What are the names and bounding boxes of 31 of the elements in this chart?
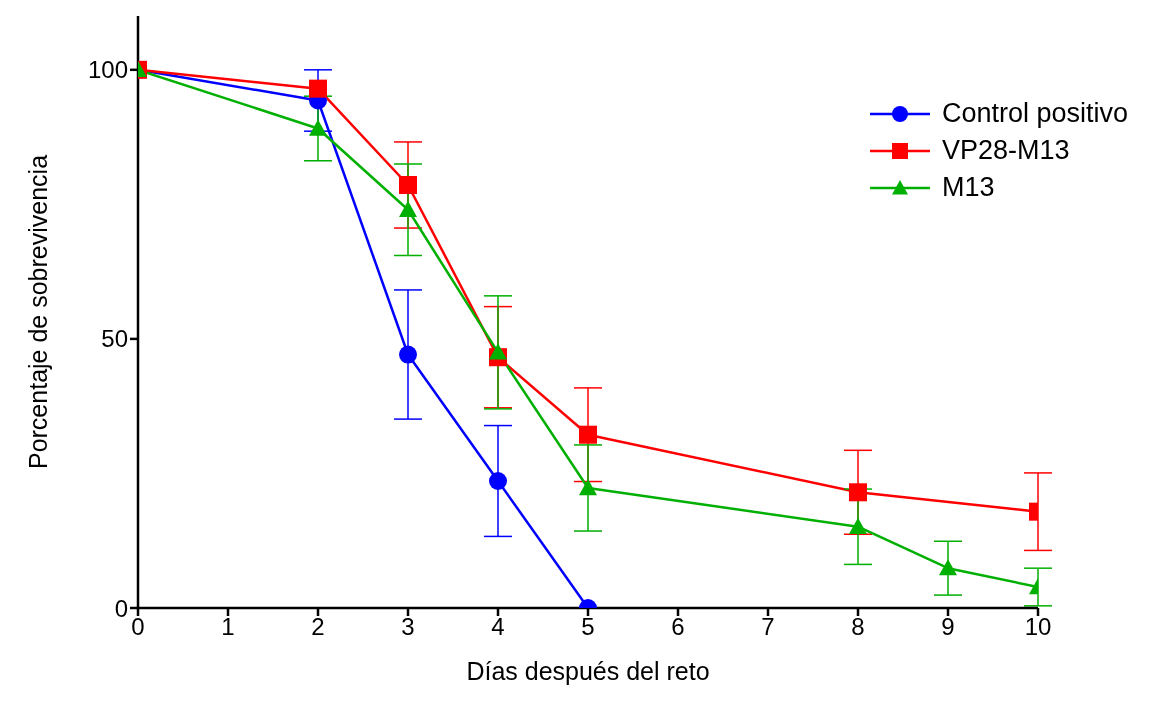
point	[849, 517, 867, 534]
point	[939, 559, 957, 576]
point	[489, 343, 507, 360]
x-tick-label: 3	[401, 613, 415, 641]
point	[399, 175, 417, 194]
y-axis-title: Porcentaje de sobrevivencia	[23, 154, 52, 470]
x-tick-label: 6	[671, 613, 685, 641]
x-tick-label: 10	[1024, 613, 1052, 641]
legend-label: Control positivo	[941, 98, 1128, 129]
x-tick-label: 0	[131, 613, 145, 641]
point	[309, 119, 327, 136]
point	[489, 471, 507, 490]
x-tick-label: 5	[581, 613, 595, 641]
legend-label: VP28-M13	[941, 135, 1070, 166]
point	[579, 425, 597, 444]
x-tick-label: 9	[941, 613, 955, 641]
legend-label: M13	[941, 172, 995, 203]
x-tick-label: 7	[761, 613, 775, 641]
point	[399, 345, 417, 364]
y-tick-label: 100	[87, 56, 128, 84]
y-tick-label: 0	[114, 594, 128, 622]
point	[309, 79, 327, 98]
x-tick-label: 2	[311, 613, 325, 641]
point	[399, 200, 417, 217]
x-tick-label: 1	[221, 613, 235, 641]
x-axis-title: Días después del reto	[466, 657, 710, 685]
y-tick-label: 50	[101, 325, 128, 353]
x-tick-label: 4	[491, 613, 505, 641]
point	[579, 478, 597, 496]
point	[849, 483, 867, 502]
x-tick-label: 8	[851, 613, 865, 641]
